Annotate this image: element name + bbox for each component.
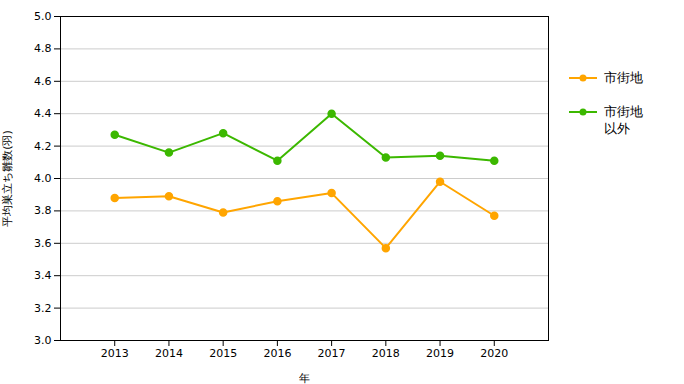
- svg-text:2018: 2018: [372, 347, 400, 360]
- svg-text:2019: 2019: [426, 347, 454, 360]
- svg-text:4.0: 4.0: [34, 172, 52, 185]
- svg-text:3.6: 3.6: [34, 237, 52, 250]
- svg-text:2017: 2017: [318, 347, 346, 360]
- svg-text:2014: 2014: [155, 347, 183, 360]
- svg-text:4.8: 4.8: [34, 42, 52, 55]
- svg-text:年: 年: [299, 372, 310, 384]
- svg-text:平均巣立ち雛数(羽): 平均巣立ち雛数(羽): [1, 130, 14, 227]
- svg-text:3.2: 3.2: [34, 302, 52, 315]
- svg-text:3.4: 3.4: [34, 269, 52, 282]
- svg-text:4.4: 4.4: [34, 107, 52, 120]
- html-text:市街地: 市街地: [604, 70, 643, 85]
- svg-text:2016: 2016: [263, 347, 291, 360]
- svg-text:4.2: 4.2: [34, 140, 52, 153]
- svg-text:3.0: 3.0: [34, 334, 52, 347]
- svg-text:4.6: 4.6: [34, 75, 52, 88]
- svg-text:2015: 2015: [209, 347, 237, 360]
- html-text:市街地 以外: 市街地 以外: [604, 104, 643, 136]
- svg-text:3.8: 3.8: [34, 204, 52, 217]
- svg-text:5.0: 5.0: [34, 10, 52, 23]
- svg-text:2020: 2020: [480, 347, 508, 360]
- svg-text:2013: 2013: [101, 347, 129, 360]
